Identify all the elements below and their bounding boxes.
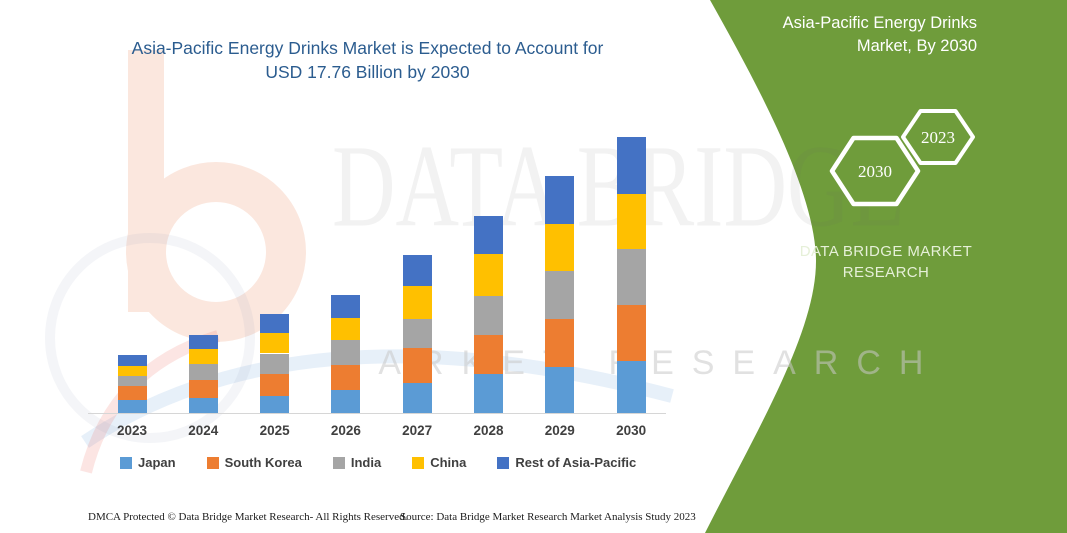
brand-name: DATA BRIDGE MARKET RESEARCH (793, 241, 979, 283)
legend-label: India (350, 455, 382, 470)
chart-legend: Japan South Korea India China Rest of Asia-P… (120, 455, 680, 470)
hexagon-2023-label: 2023 (921, 128, 955, 147)
bar-segment-2025-south-korea (260, 374, 290, 397)
hexagon-2030-label: 2030 (858, 162, 892, 181)
chart-plot (88, 130, 666, 414)
bar-segment-2023-india (117, 376, 147, 387)
x-axis-label-2025: 2025 (259, 423, 290, 438)
panel-heading-line2: Market, By 2030 (856, 37, 977, 55)
legend-swatch-icon (497, 456, 510, 469)
bar-segment-2026-japan (331, 390, 361, 413)
x-axis-label-2026: 2026 (330, 423, 361, 438)
bar-segment-2028-south-korea (474, 334, 503, 374)
brand-name-line1: DATA BRIDGE MARKET (799, 243, 973, 260)
bar-segment-2030-china (616, 193, 646, 249)
bar-segment-2024-rest-of-asia-pacific (188, 335, 218, 349)
bar-segment-2029-japan (545, 367, 575, 413)
bar-segment-2028-china (474, 253, 503, 296)
x-axis-label-2027: 2027 (402, 423, 433, 438)
bar-segment-2028-rest-of-asia-pacific (474, 215, 503, 254)
bar-segment-2027-china (402, 286, 432, 319)
bar-segment-2028-india (474, 295, 503, 335)
bar-segment-2027-south-korea (402, 348, 432, 384)
brand-name-line2: RESEARCH (842, 264, 930, 281)
hexagon-2023 (901, 109, 975, 165)
bar-segment-2027-india (402, 318, 432, 349)
footer-source-text: Source: Data Bridge Market Research Mark… (400, 511, 696, 523)
bar-segment-2029-south-korea (545, 318, 575, 368)
x-axis-label-2024: 2024 (188, 423, 219, 438)
panel-heading-line1: Asia-Pacific Energy Drinks (782, 14, 977, 32)
bar-segment-2026-rest-of-asia-pacific (331, 294, 361, 318)
bar-segment-2023-china (117, 366, 147, 377)
bar-segment-2023-japan (117, 400, 147, 413)
hexagon-2030 (829, 135, 921, 207)
bar-segment-2024-china (188, 349, 218, 365)
chart-title-line2: USD 17.76 Billion by 2030 (265, 62, 470, 82)
bar-segment-2027-rest-of-asia-pacific (402, 254, 432, 287)
legend-label: South Korea (224, 455, 302, 470)
bar-segment-2030-india (616, 248, 646, 305)
legend-item-south-korea: South Korea (206, 455, 302, 470)
bar-segment-2025-india (260, 353, 290, 375)
x-axis-label-2030: 2030 (616, 423, 647, 438)
logo-bowl (126, 162, 306, 342)
bar-segment-2023-south-korea (117, 386, 147, 401)
legend-item-china: China (412, 455, 466, 470)
bar-segment-2029-china (545, 223, 575, 271)
bar-segment-2030-japan (616, 360, 646, 413)
bar-segment-2024-japan (188, 397, 218, 413)
bar-segment-2027-japan (402, 383, 432, 413)
legend-item-india: India (332, 455, 382, 470)
legend-swatch-icon (412, 456, 425, 469)
bar-segment-2029-rest-of-asia-pacific (545, 176, 575, 224)
bar-segment-2026-south-korea (331, 365, 361, 391)
legend-label: Rest of Asia-Pacific (515, 455, 637, 470)
legend-item-japan: Japan (120, 455, 176, 470)
footer-dmca-text: DMCA Protected © Data Bridge Market Rese… (88, 511, 408, 523)
legend-label: Japan (138, 455, 176, 470)
green-panel-shape (705, 0, 1067, 533)
bar-segment-2024-india (188, 364, 218, 381)
bar-segment-2025-china (260, 332, 290, 354)
x-axis-label-2028: 2028 (473, 423, 504, 438)
legend-swatch-icon (120, 456, 132, 469)
bar-segment-2023-rest-of-asia-pacific (117, 354, 147, 367)
x-axis-labels: 2023 2024 2025 2026 2027 2028 2029 2030 (88, 423, 666, 443)
bar-segment-2029-india (545, 270, 575, 319)
bar-segment-2028-japan (474, 374, 503, 413)
logo-ring-accent (45, 233, 255, 443)
panel-heading: Asia-Pacific Energy Drinks Market, By 20… (717, 12, 977, 58)
x-axis-label-2029: 2029 (544, 423, 575, 438)
x-axis-label-2023: 2023 (116, 423, 148, 438)
bar-segment-2024-south-korea (188, 380, 218, 398)
bar-segment-2025-rest-of-asia-pacific (260, 314, 290, 333)
bar-segment-2025-japan (260, 396, 290, 413)
legend-swatch-icon (332, 456, 345, 469)
chart-title-line1: Asia-Pacific Energy Drinks Market is Exp… (131, 38, 604, 58)
bar-segment-2026-china (331, 317, 361, 340)
chart-title: Asia-Pacific Energy Drinks Market is Exp… (95, 36, 640, 84)
bar-segment-2026-india (331, 339, 361, 365)
legend-item-rest-of-asia-pacific: Rest of Asia-Pacific (497, 455, 636, 470)
bar-segment-2030-rest-of-asia-pacific (616, 137, 646, 194)
bar-segment-2030-south-korea (616, 304, 646, 361)
legend-label: China (430, 455, 467, 470)
legend-swatch-icon (206, 456, 219, 469)
